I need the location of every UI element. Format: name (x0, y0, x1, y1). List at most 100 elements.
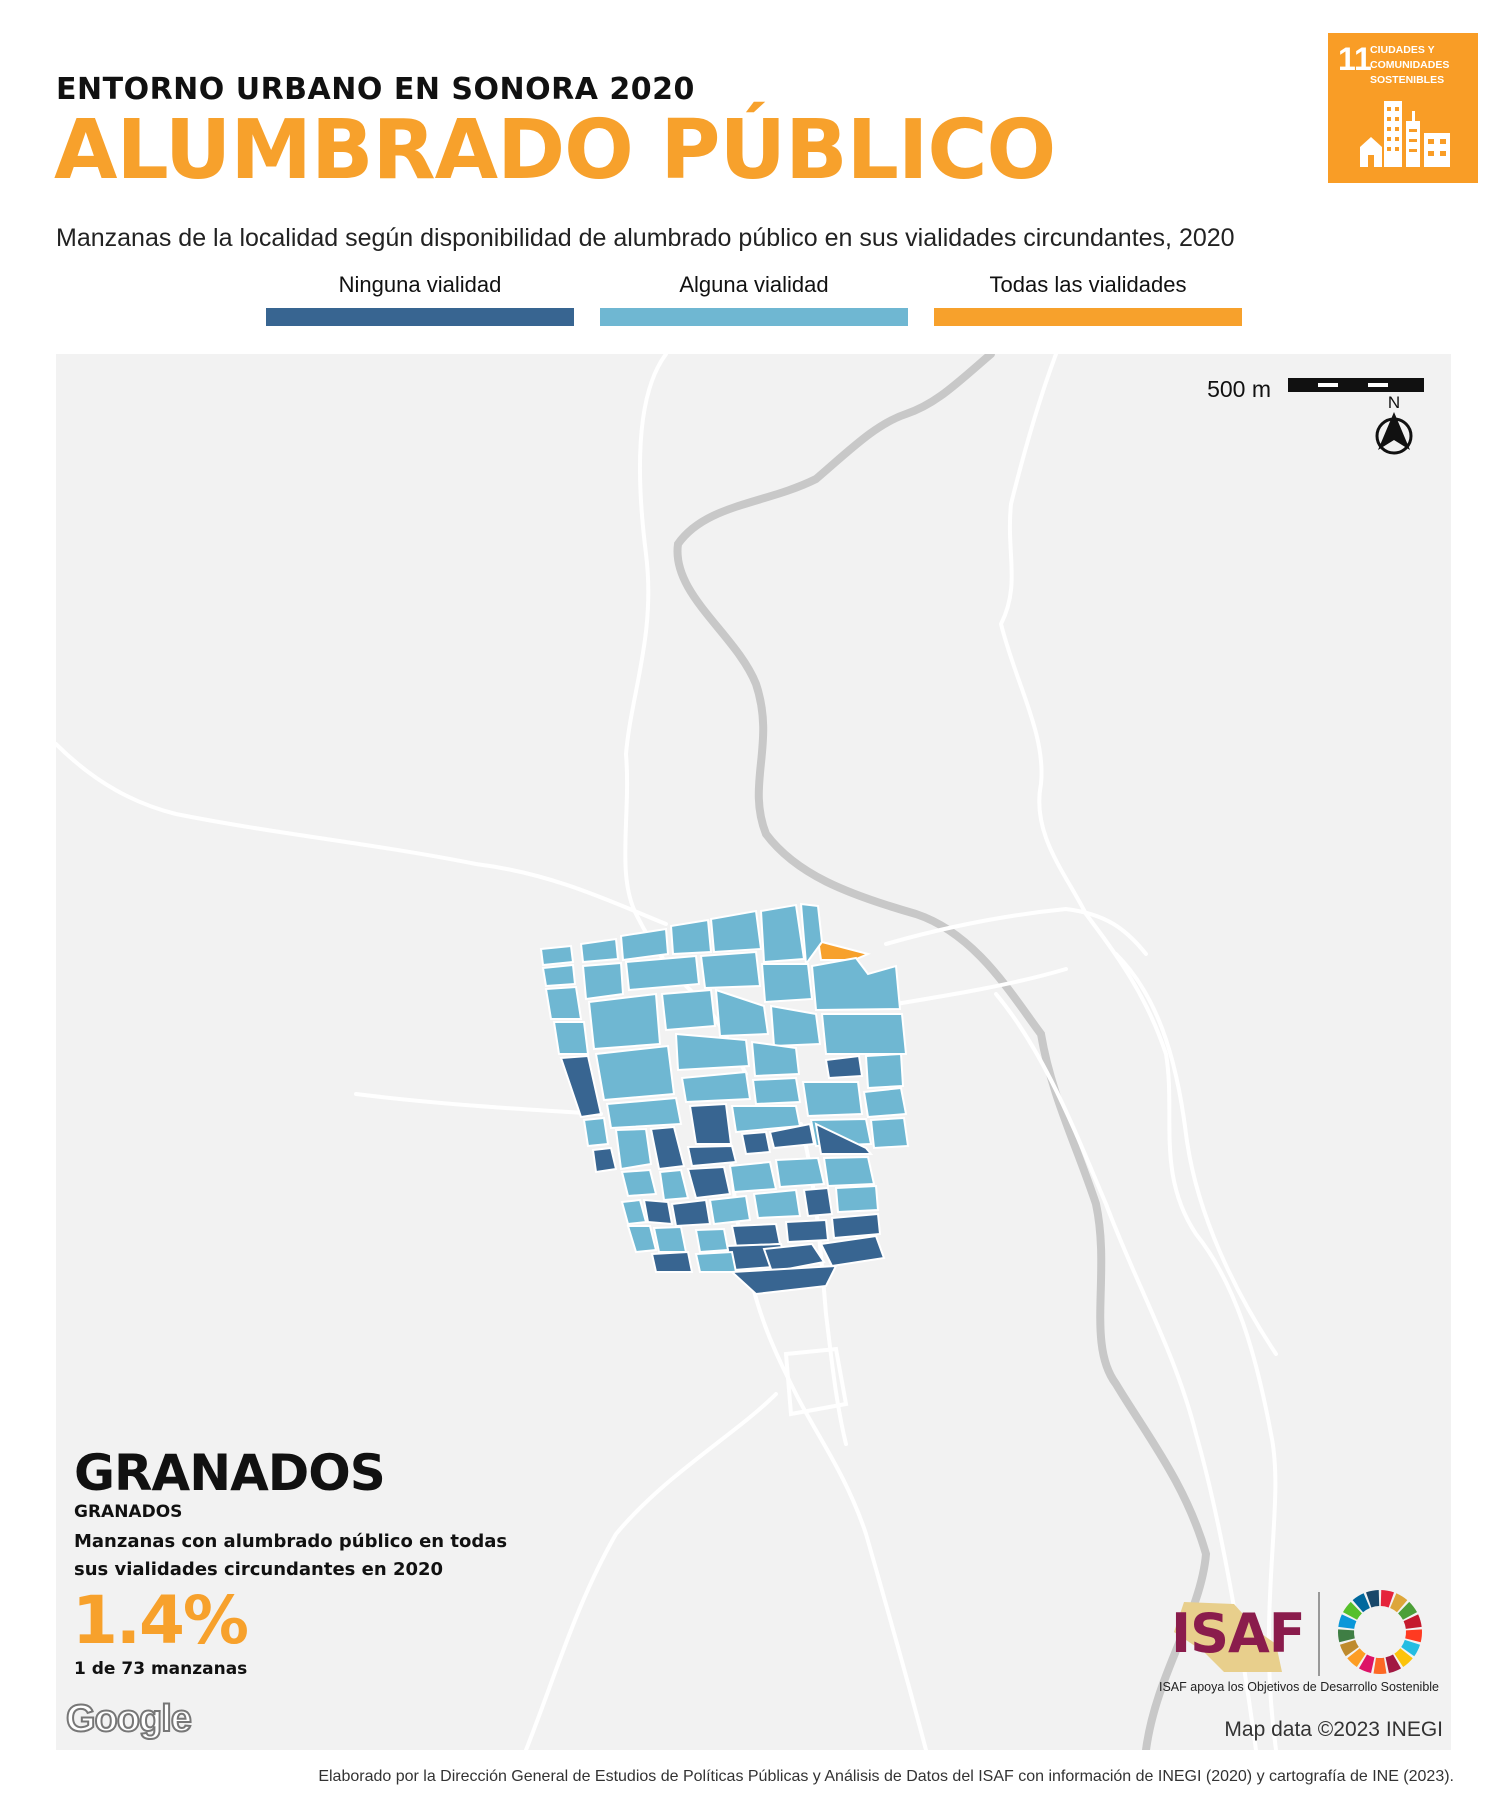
block-alguna (810, 956, 902, 1012)
stat-percent: 1.4% (72, 1582, 249, 1659)
sdg-wheel-segment (1380, 1590, 1394, 1608)
block-alguna (539, 944, 575, 967)
block-alguna (552, 1021, 590, 1055)
block-alguna (660, 988, 717, 1032)
block-ninguna (730, 1222, 782, 1248)
page-title: ALUMBRADO PÚBLICO (54, 103, 1056, 198)
sdg-wheel-segment (1347, 1648, 1366, 1668)
scale-bar (1288, 378, 1424, 392)
block-alguna (581, 961, 625, 1001)
sdg-wheel-segment (1401, 1639, 1421, 1657)
block-alguna (752, 1188, 802, 1220)
legend-label-todas: Todas las vialidades (989, 272, 1187, 297)
block-alguna (708, 1194, 752, 1226)
logo-divider (1318, 1592, 1320, 1676)
legend-label-alguna: Alguna vialidad (679, 272, 829, 297)
legend-label-ninguna: Ninguna vialidad (338, 272, 502, 297)
block-alguna (864, 1052, 905, 1090)
road-north (998, 354, 1278, 1750)
stat-count: 1 de 73 manzanas (74, 1659, 248, 1679)
map-canvas[interactable]: N (56, 354, 1451, 1750)
sdg-11-badge: 11 CIUDADES Y COMUNIDADES SOSTENIBLES (1328, 33, 1478, 183)
road-east-edge (1114, 952, 1278, 1356)
city-buildings-icon (1360, 101, 1450, 167)
block-alguna (709, 909, 763, 954)
north-arrow-icon (1375, 412, 1413, 455)
block-alguna (862, 1086, 908, 1119)
road-southwest-long (524, 1392, 778, 1750)
sdg-wheel-segment (1398, 1601, 1418, 1620)
sdg-wheel-segment (1403, 1614, 1422, 1629)
block-alguna (799, 902, 824, 967)
block-alguna (620, 1198, 648, 1226)
sdg-wheel-segment (1358, 1654, 1375, 1674)
map-attribution[interactable]: Map data ©2023 INEGI (1224, 1718, 1443, 1741)
block-ninguna (830, 1212, 882, 1240)
road-west (56, 742, 668, 926)
block-ninguna (650, 1250, 694, 1273)
block-ninguna (819, 1234, 886, 1268)
kicker-title: ENTORNO URBANO EN SONORA 2020 (56, 72, 695, 107)
road-southwest (354, 1092, 603, 1116)
north-label: N (1388, 393, 1400, 412)
isaf-tagline: ISAF apoya los Objetivos de Desarrollo S… (1159, 1680, 1440, 1694)
block-alguna (541, 963, 577, 988)
block-alguna (750, 1040, 801, 1078)
sdg-wheel-segment (1385, 1654, 1402, 1674)
block-alguna (619, 927, 670, 962)
block-alguna (626, 1225, 658, 1254)
block-ninguna (591, 1146, 618, 1174)
locality-subname: GRANADOS (74, 1502, 183, 1522)
block-ninguna (670, 1198, 712, 1228)
road-south-loop (783, 1346, 849, 1417)
block-ninguna (784, 1218, 830, 1244)
sdg-number: 11 (1338, 41, 1372, 77)
road-southeast (994, 992, 1258, 1750)
block-alguna (658, 1168, 690, 1202)
sdg-wheel-segment (1394, 1648, 1413, 1668)
highway-road (673, 354, 1211, 1750)
sdg-wheel-segment (1373, 1657, 1387, 1674)
block-alguna (699, 950, 762, 990)
footer-credit: Elaborado por la Dirección General de Es… (318, 1768, 1454, 1785)
block-alguna (769, 1004, 822, 1048)
block-alguna (694, 1227, 730, 1254)
road-east-south (894, 967, 1068, 1006)
block-ninguna (686, 1165, 732, 1200)
block-ninguna (649, 1125, 686, 1171)
block-alguna (801, 1081, 864, 1118)
isaf-logo: ISAF (1171, 1602, 1306, 1665)
sdg-wheel-segment (1366, 1590, 1380, 1608)
map-description: Manzanas de la localidad según disponibi… (56, 224, 1235, 252)
block-ninguna (559, 1054, 603, 1119)
block-alguna (680, 1070, 752, 1104)
locality-name: GRANADOS (74, 1444, 386, 1502)
sdg-label: CIUDADES Y COMUNIDADES SOSTENIBLES (1370, 44, 1450, 86)
block-ninguna (762, 1242, 826, 1274)
block-alguna (760, 963, 814, 1004)
block-alguna (728, 1160, 778, 1194)
block-alguna (620, 1168, 658, 1198)
block-alguna (674, 1032, 751, 1072)
block-ninguna (688, 1102, 733, 1145)
sdg-wheel-segment (1338, 1614, 1357, 1629)
google-logo: Google (65, 1697, 193, 1741)
map-panel[interactable]: N 500 m GRANADOS GRANADOS Manzanas con a… (56, 354, 1451, 1750)
block-alguna (652, 1225, 688, 1253)
block-alguna (834, 1184, 880, 1214)
sdg-wheel-segment (1339, 1639, 1359, 1657)
block-ninguna (729, 1264, 838, 1296)
block-alguna (759, 903, 806, 964)
block-ninguna (814, 1122, 874, 1155)
block-alguna (605, 1096, 683, 1130)
stat-description: Manzanas con alumbrado público en todas … (74, 1531, 508, 1580)
block-alguna (614, 1127, 653, 1171)
legend-swatch-alguna (600, 308, 908, 326)
sdg-wheel-segment (1390, 1593, 1408, 1613)
block-ninguna (642, 1198, 674, 1226)
sdg-wheel-segment (1405, 1629, 1422, 1643)
sdg-wheel-segment (1352, 1593, 1370, 1613)
scale-label: 500 m (1207, 376, 1271, 402)
sdg-wheel-icon (1338, 1590, 1422, 1674)
block-ninguna (824, 1054, 864, 1080)
